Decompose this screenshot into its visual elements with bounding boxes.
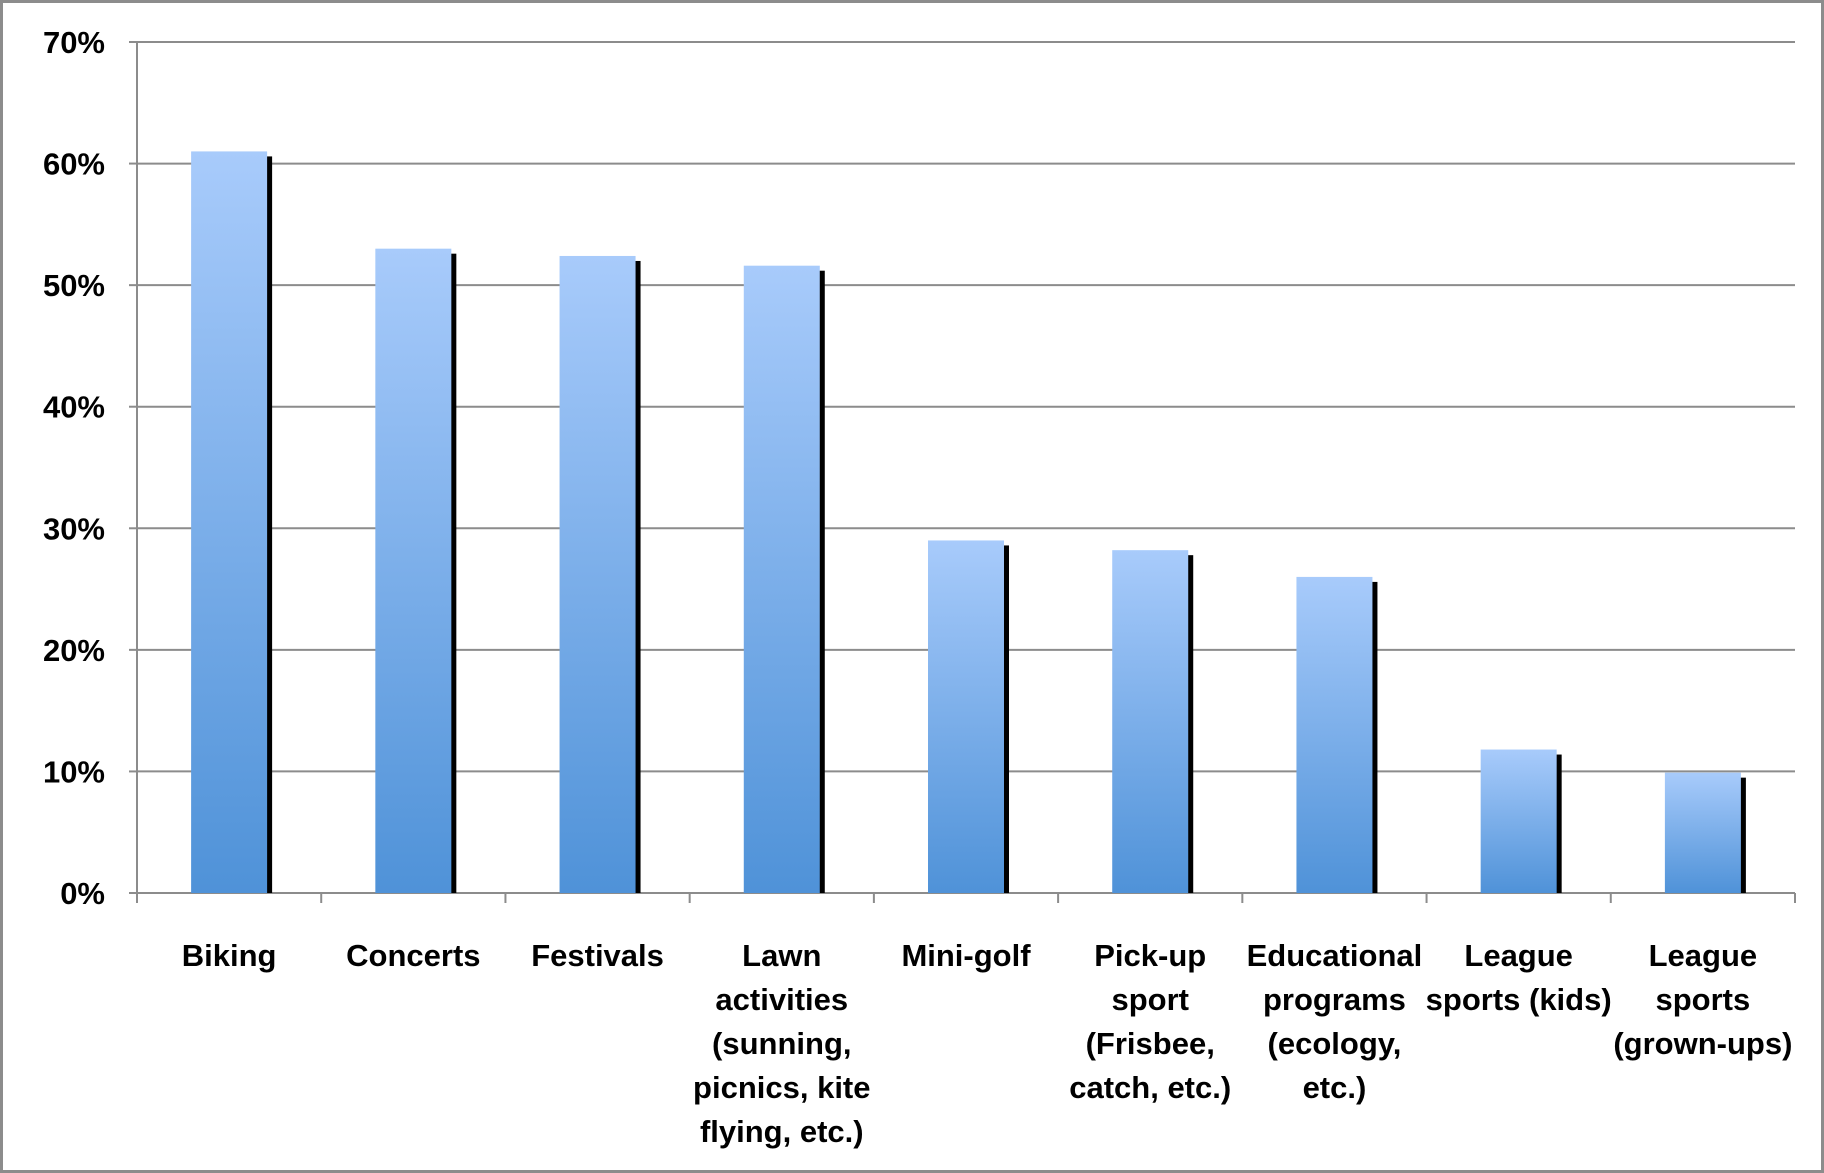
x-category-label-line: (Frisbee, [1086, 1026, 1215, 1061]
x-category-label-line: sport [1111, 982, 1189, 1017]
y-tick-label: 20% [43, 633, 105, 668]
x-category-label-line: Lawn [742, 938, 821, 973]
bar [1480, 749, 1557, 893]
y-axis-tick-labels: 0% 10% 20% 30% 40% 50% 60% 70% [43, 25, 105, 911]
bar-shadow [1371, 581, 1378, 893]
y-tick-label: 60% [43, 147, 105, 182]
bars [191, 151, 1746, 894]
x-category-label-line: League [1464, 938, 1573, 973]
x-category-label: Concerts [346, 938, 480, 973]
x-category-label-line: Concerts [346, 938, 480, 973]
bar-shadow [266, 156, 273, 893]
x-category-label-line: programs [1263, 982, 1406, 1017]
bar [1664, 772, 1741, 893]
x-category-label: Lawn activities (sunning, picnics, kite flyi… [693, 938, 870, 1149]
y-tick-label: 0% [60, 876, 105, 911]
y-tick-label: 70% [43, 25, 105, 60]
bar-shadow [1555, 754, 1562, 893]
bar-shadow [450, 253, 457, 893]
x-category-label-line: catch, etc.) [1069, 1070, 1231, 1105]
x-category-label-line: sports [1656, 982, 1751, 1017]
x-category-label: League sports (grown-ups) [1613, 938, 1792, 1061]
bar [928, 540, 1004, 893]
bar [559, 255, 636, 894]
x-category-label-line: (grown-ups) [1613, 1026, 1792, 1061]
bar-shadow [634, 260, 641, 894]
x-category-label-line: activities [715, 982, 848, 1017]
x-category-label: Mini-golf [901, 938, 1031, 973]
x-category-label-line: League [1649, 938, 1758, 973]
bar [743, 265, 820, 894]
x-category-label-line: etc.) [1303, 1070, 1367, 1105]
x-category-label-line: (ecology, [1268, 1026, 1402, 1061]
x-category-label-line: sports (kids) [1426, 982, 1612, 1017]
x-category-label-line: Festivals [531, 938, 664, 973]
x-category-label-line: picnics, kite [693, 1070, 870, 1105]
bar-chart: 0% 10% 20% 30% 40% 50% 60% 70% Biking Concerts Fe… [43, 25, 1796, 1149]
x-category-label: Festivals [531, 938, 664, 973]
x-category-label-line: Mini-golf [901, 938, 1031, 973]
bar [375, 248, 452, 893]
y-tick-label: 40% [43, 390, 105, 425]
x-category-label: Pick-up sport (Frisbee, catch, etc.) [1069, 938, 1231, 1105]
y-tick-label: 30% [43, 511, 105, 546]
x-category-label-line: (sunning, [712, 1026, 851, 1061]
x-category-label-line: Biking [182, 938, 277, 973]
bar [1296, 576, 1373, 893]
x-category-label: League sports (kids) [1426, 938, 1612, 1017]
bar [1112, 550, 1189, 893]
bar-shadow [1187, 555, 1194, 893]
x-category-label-line: Educational [1247, 938, 1423, 973]
bar [191, 151, 268, 893]
bar-shadow [818, 270, 825, 894]
x-category-label-line: flying, etc.) [700, 1114, 864, 1149]
bar-shadow [1003, 545, 1009, 893]
x-category-label: Biking [182, 938, 277, 973]
y-tick-label: 10% [43, 754, 105, 789]
x-category-label-line: Pick-up [1094, 938, 1206, 973]
y-tick-label: 50% [43, 268, 105, 303]
bar-shadow [1739, 777, 1746, 893]
x-axis-category-labels: Biking Concerts Festivals Lawn activities (su… [182, 938, 1793, 1149]
x-category-label: Educational programs (ecology, etc.) [1247, 938, 1423, 1105]
